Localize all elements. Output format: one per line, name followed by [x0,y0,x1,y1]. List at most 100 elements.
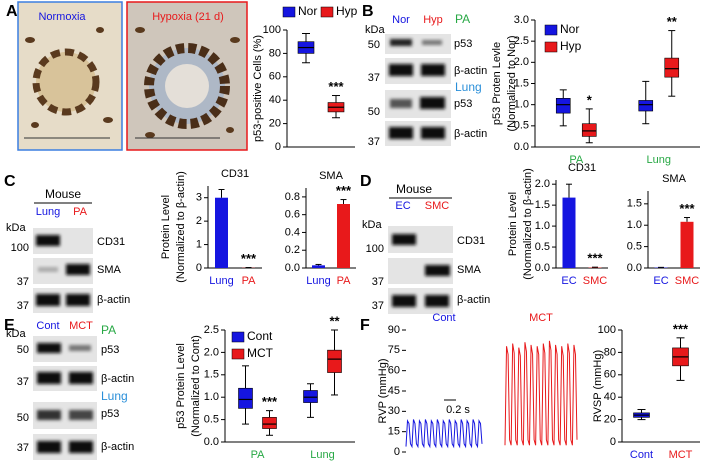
unit-label: kDa [362,219,382,231]
y-axis-label: RVP (mmHg) [377,359,389,424]
protein-label: p53 [454,38,472,50]
x-tick-label: EC [561,275,576,287]
tissue-label: PA [101,323,116,337]
y-tick-label: 100 [598,324,616,336]
y-tick-label: 40 [269,94,281,106]
legend-label: Nor [298,4,317,18]
micrograph-label: Normoxia [38,11,86,23]
annotation: *** [262,394,278,409]
western-blot [385,34,451,146]
marker-label: 100 [366,243,384,255]
western-blot [33,202,93,313]
bar [337,204,350,268]
annotation: *** [587,251,603,266]
tissue-label: Lung [455,80,482,94]
lane-label: Hyp [423,14,443,26]
y-tick-label: 0 [275,141,281,153]
y-tick-label: 40 [604,391,616,403]
y-tick-label: 1.0 [204,391,219,403]
marker-label: 50 [368,106,380,118]
y-tick-label: 90 [388,324,400,336]
y-tick-label: 0.0 [204,436,219,448]
y-tick-label: 2 [196,215,202,227]
species-label: Mouse [396,182,432,196]
annotation: ** [667,14,678,29]
lane-label: PA [73,206,88,218]
y-tick-label: 20 [269,118,281,130]
y-tick-label: 3.0 [514,14,529,26]
legend-swatch [544,41,558,53]
x-tick-label: SMC [583,275,608,287]
marker-label: 37 [17,442,29,454]
marker-label: 37 [17,300,29,312]
y-tick-label: 0.0 [514,141,529,153]
y-tick-label: 1.5 [627,198,642,210]
legend-swatch [544,24,558,36]
bar [215,197,228,268]
y-tick-label: 0.4 [285,226,300,238]
x-tick-label: MCT [669,449,693,461]
micrograph [126,1,248,151]
marker-label: 37 [368,72,380,84]
protein-label: p53 [101,344,119,356]
y-tick-label: 0.8 [285,191,300,203]
species-label: Mouse [45,187,81,201]
micrograph-label: Hypoxia (21 d) [152,11,224,23]
legend-label: Cont [247,329,273,343]
y-tick-label: 15 [388,426,400,438]
bar [562,197,576,268]
legend-label: Hyp [560,39,582,53]
y-axis-label: RVSP (mmHg) [592,350,604,422]
protein-label: β-actin [101,441,134,453]
x-tick-label: Cont [630,449,653,461]
marker-label: 37 [17,276,29,288]
y-tick-label: 1.5 [535,199,550,211]
panel-label: D [360,173,372,190]
unit-label: kDa [6,328,26,340]
trace-line [405,419,483,449]
micrograph [17,1,123,151]
legend-swatch [320,6,334,18]
annotation: *** [328,79,344,94]
protein-label: β-actin [97,294,130,306]
unit-label: kDa [365,24,385,36]
y-axis-label: p53 Proten Levle [491,42,503,125]
y-tick-label: 1.0 [627,219,642,231]
protein-label: SMA [97,264,122,276]
y-tick-label: 2.5 [514,35,529,47]
lane-label: SMC [425,200,450,212]
y-tick-label: 60 [388,365,400,377]
box [238,387,253,409]
y-tick-label: 0.0 [285,262,300,274]
y-tick-label: 1.5 [514,77,529,89]
panel-label: B [362,3,374,20]
y-tick-label: 60 [604,369,616,381]
marker-label: 37 [368,136,380,148]
annotation: *** [679,201,695,216]
y-tick-label: 0.5 [535,241,550,253]
y-tick-label: 0.6 [285,209,300,221]
legend-swatch [282,6,296,18]
lane-label: MCT [69,320,93,332]
chart-title: SMA [319,170,344,182]
marker-label: 50 [17,412,29,424]
y-tick-label: 2.0 [535,178,550,190]
annotation: *** [241,251,257,266]
protein-label: β-actin [101,373,134,385]
y-tick-label: 2.0 [514,56,529,68]
protein-label: p53 [454,98,472,110]
lane-label: Cont [36,320,59,332]
western-blot [33,336,97,460]
y-tick-label: 1.5 [204,369,219,381]
x-tick-label: PA [242,275,257,287]
y-tick-label: 1 [196,238,202,250]
panel-label: A [6,3,18,20]
bar [312,265,325,268]
y-axis-label: (Normalized to Cont) [190,335,202,436]
lane-label: Nor [392,14,410,26]
y-tick-label: 20 [604,414,616,426]
box [327,349,342,373]
tissue-label: PA [455,12,470,26]
x-tick-label: PA [251,449,266,461]
